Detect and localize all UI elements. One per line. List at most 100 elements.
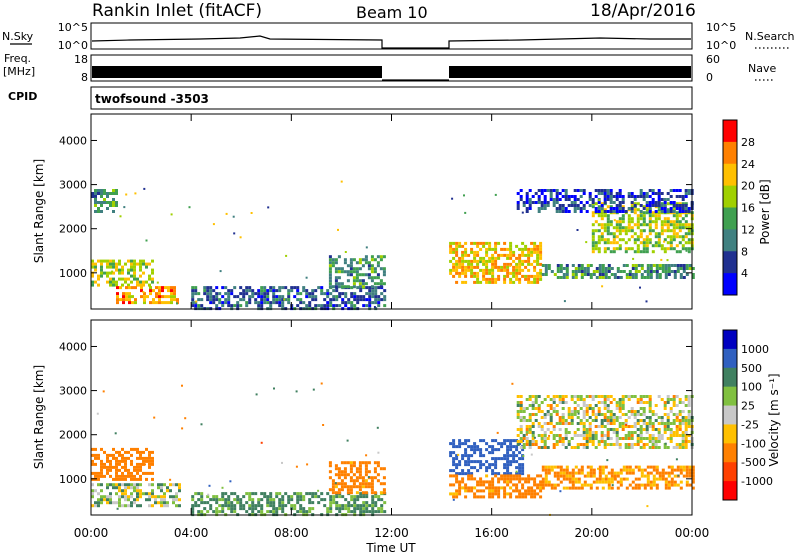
- power-cell: [603, 192, 607, 195]
- power-cell: [233, 295, 237, 299]
- power-cell: [115, 268, 118, 272]
- velocity-cell: [654, 440, 658, 443]
- power-cell: [613, 276, 617, 279]
- velocity-cell: [567, 422, 571, 425]
- power-cell: [341, 301, 345, 305]
- velocity-cell: [341, 504, 345, 508]
- velocity-cell: [594, 434, 598, 437]
- power-cell: [598, 267, 602, 270]
- power-cell: [503, 253, 507, 257]
- velocity-cell: [610, 477, 614, 481]
- velocity-cell: [609, 428, 613, 431]
- velocity-cell: [565, 477, 569, 481]
- velocity-cell: [458, 486, 462, 490]
- velocity-cell: [549, 404, 553, 407]
- velocity-cell: [549, 407, 553, 410]
- velocity-cell: [525, 431, 529, 434]
- power-cell: [646, 273, 650, 276]
- power-cell: [597, 235, 601, 239]
- velocity-cell: [239, 498, 243, 502]
- velocity-cell: [570, 413, 574, 416]
- velocity-cell: [553, 474, 557, 478]
- power-cell: [332, 289, 336, 293]
- power-cell: [530, 280, 534, 284]
- power-cell: [642, 211, 646, 215]
- power-cell: [591, 238, 595, 242]
- power-cell: [335, 304, 339, 308]
- velocity-point: [376, 426, 379, 429]
- power-cell: [382, 267, 386, 271]
- velocity-cell: [127, 483, 130, 487]
- power-cell: [552, 201, 556, 204]
- velocity-cell: [476, 460, 480, 464]
- velocity-cell: [379, 491, 383, 495]
- velocity-cell: [556, 477, 560, 481]
- power-cell: [194, 292, 198, 296]
- power-cell: [585, 201, 589, 204]
- power-cell: [606, 189, 610, 192]
- power-cell: [606, 223, 610, 227]
- power-cell: [145, 262, 148, 266]
- velocity-cell: [559, 474, 563, 478]
- velocity-cell: [359, 504, 363, 508]
- power-cell: [140, 289, 143, 293]
- velocity-cell: [148, 459, 151, 463]
- velocity-cell: [145, 471, 148, 475]
- velocity-cell: [555, 404, 559, 407]
- velocity-cell: [373, 467, 377, 471]
- velocity-cell: [663, 446, 667, 449]
- velocity-cell: [600, 425, 604, 428]
- power-cell: [539, 277, 543, 281]
- power-cell: [206, 295, 210, 299]
- velocity-cell: [675, 431, 679, 434]
- power-cell: [130, 259, 133, 263]
- power-cell: [467, 253, 471, 257]
- velocity-cell: [678, 410, 682, 413]
- power-cell: [287, 289, 291, 293]
- power-cell: [331, 264, 335, 268]
- power-cell: [606, 238, 610, 242]
- power-cell: [494, 256, 498, 260]
- power-cell: [648, 214, 652, 218]
- velocity-cell: [115, 450, 118, 454]
- power-cell: [669, 241, 673, 245]
- power-cell: [355, 279, 359, 283]
- velocity-cell: [151, 495, 154, 499]
- power-cell: [636, 247, 640, 251]
- power-cell: [645, 241, 649, 245]
- power-cell: [358, 261, 362, 265]
- power-cell: [269, 289, 273, 293]
- velocity-point: [377, 451, 380, 454]
- velocity-cell: [585, 404, 589, 407]
- power-cell: [681, 210, 685, 213]
- velocity-cell: [603, 404, 607, 407]
- velocity-cell: [521, 463, 525, 467]
- power-cell: [648, 210, 652, 213]
- velocity-cell: [552, 428, 556, 431]
- velocity-cell: [328, 461, 332, 465]
- velocity-cell: [290, 498, 294, 502]
- power-cell: [576, 189, 580, 192]
- power-cell: [100, 189, 103, 192]
- velocity-cell: [136, 471, 139, 475]
- velocity-cell: [558, 416, 562, 419]
- velocity-point: [191, 507, 194, 510]
- power-cell: [597, 189, 601, 192]
- power-cell: [654, 241, 658, 245]
- velocity-cell: [664, 477, 668, 481]
- velocity-cell: [657, 431, 661, 434]
- power-cell: [675, 232, 679, 236]
- power-cell: [506, 247, 510, 251]
- power-cell: [455, 253, 459, 257]
- velocity-cell: [290, 495, 294, 499]
- velocity-cell: [636, 437, 640, 440]
- velocity-cell: [506, 474, 510, 478]
- velocity-cell: [543, 446, 547, 449]
- power-cell: [536, 247, 540, 251]
- velocity-cell: [588, 404, 592, 407]
- power-cell: [603, 214, 607, 218]
- power-cell: [334, 282, 338, 286]
- velocity-cell: [681, 443, 685, 446]
- velocity-cell: [595, 480, 599, 484]
- power-point: [125, 193, 128, 196]
